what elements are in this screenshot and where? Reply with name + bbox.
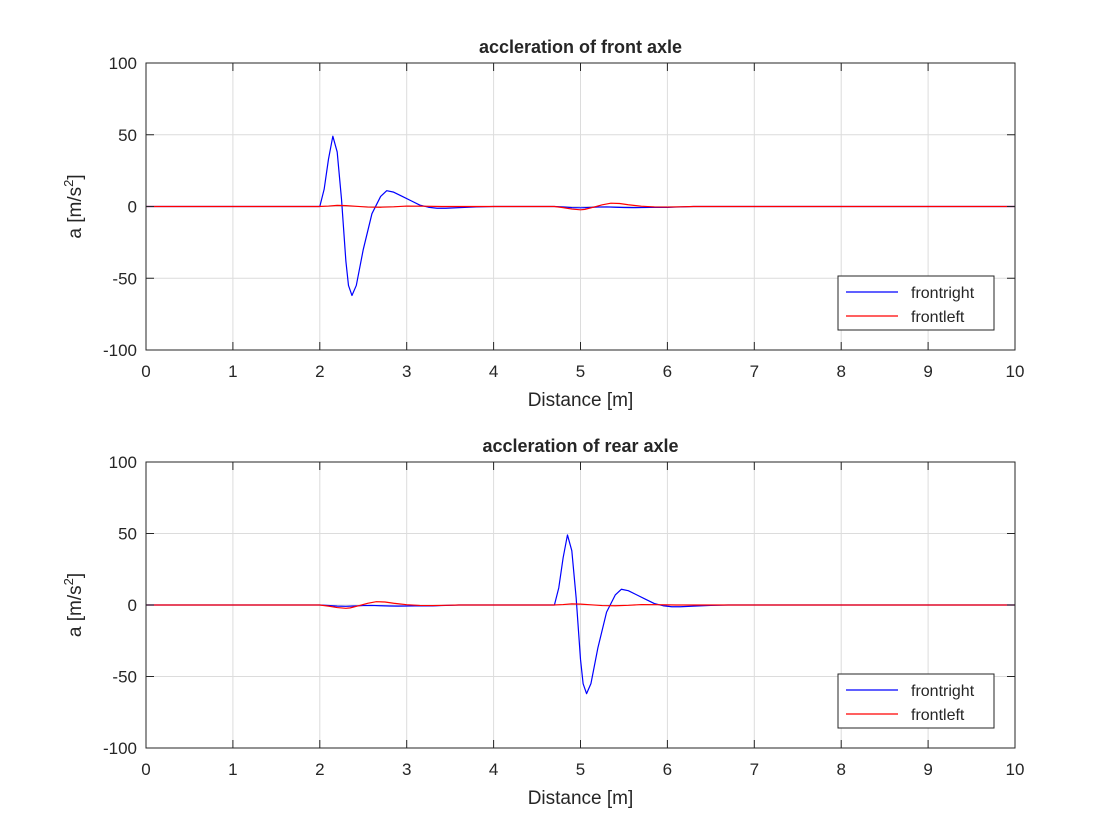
series-line-frontright [146, 135, 1015, 297]
legend-label-frontright: frontright [911, 285, 975, 302]
y-axis-label-end: ] [65, 573, 86, 578]
x-tick-label: 9 [923, 760, 932, 779]
legend-box [837, 673, 995, 729]
series-line-frontleft [146, 601, 1015, 609]
x-tick-label: 0 [141, 760, 150, 779]
x-tick-label: 0 [141, 362, 150, 381]
x-axis-label: Distance [m] [528, 390, 634, 411]
series-line-frontleft [146, 202, 1015, 211]
subplot-front-axle: 0 1 2 3 4 5 6 7 8 9 10 -100 -50 0 50 100 accleration of … [61, 37, 1024, 411]
y-axis-label: a [m/s2] [61, 174, 86, 238]
chart-title: accleration of rear axle [482, 436, 678, 456]
y-tick-label: 50 [118, 525, 137, 544]
x-tick-label: 5 [576, 760, 585, 779]
x-tick-label: 3 [402, 760, 411, 779]
y-axis-label-sup: 2 [61, 180, 76, 187]
y-tick-label: -100 [103, 341, 137, 360]
y-tick-label: -100 [103, 739, 137, 758]
x-tick-label: 10 [1006, 362, 1025, 381]
y-axis-label-end: ] [65, 174, 86, 179]
x-tick-label: 2 [315, 760, 324, 779]
y-axis-label-sup: 2 [61, 578, 76, 585]
x-tick-label: 6 [663, 362, 672, 381]
y-tick-label: 100 [109, 453, 137, 472]
chart-title: accleration of front axle [479, 37, 682, 57]
x-tick-label: 10 [1006, 760, 1025, 779]
x-tick-label: 7 [750, 362, 759, 381]
x-tick-label: 5 [576, 362, 585, 381]
legend: frontright frontleft [837, 673, 995, 729]
legend-label-frontright: frontright [911, 683, 975, 700]
legend-label-frontleft: frontleft [911, 707, 965, 724]
x-tick-label: 2 [315, 362, 324, 381]
y-tick-label: 100 [109, 54, 137, 73]
x-tick-label: 7 [750, 760, 759, 779]
y-tick-label: 50 [118, 126, 137, 145]
x-axis-label: Distance [m] [528, 788, 634, 809]
x-tick-label: 4 [489, 760, 498, 779]
y-tick-label: -50 [112, 668, 137, 687]
x-tick-label: 1 [228, 362, 237, 381]
y-tick-label: -50 [112, 269, 137, 288]
y-tick-label: 0 [128, 596, 137, 615]
x-tick-label: 8 [836, 760, 845, 779]
y-axis-label: a [m/s2] [61, 573, 86, 637]
x-tick-label: 6 [663, 760, 672, 779]
x-tick-label: 1 [228, 760, 237, 779]
legend-box [837, 275, 995, 331]
legend: frontright frontleft [837, 275, 995, 331]
series-line-frontright [146, 534, 1015, 695]
subplot-rear-axle: 0 1 2 3 4 5 6 7 8 9 10 -100 -50 0 50 100 accleration of … [61, 436, 1024, 809]
x-tick-label: 9 [923, 362, 932, 381]
y-axis-label-main: a [m/s [65, 187, 86, 239]
x-tick-label: 4 [489, 362, 498, 381]
x-tick-label: 3 [402, 362, 411, 381]
x-tick-label: 8 [836, 362, 845, 381]
y-tick-label: 0 [128, 198, 137, 217]
y-axis-label-main: a [m/s [65, 585, 86, 637]
legend-label-frontleft: frontleft [911, 309, 965, 326]
